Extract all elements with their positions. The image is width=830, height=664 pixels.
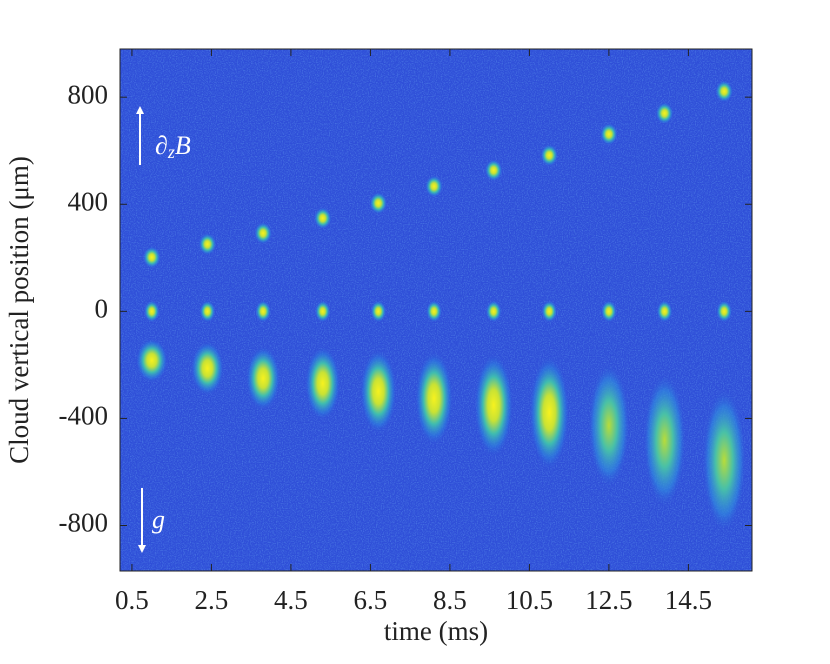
cloud [199, 300, 216, 323]
cloud [655, 102, 674, 125]
x-tick-label: 2.5 [195, 585, 229, 615]
cloud [359, 349, 397, 434]
cloud [702, 388, 747, 533]
axes-frame [119, 48, 753, 572]
annotation: ∂zB [155, 131, 191, 162]
annotation-text: ∂ [155, 131, 168, 160]
x-tick-label: 10.5 [506, 585, 553, 615]
cloud [198, 233, 217, 256]
cloud [485, 300, 502, 323]
x-axis-label: time (ms) [384, 616, 488, 646]
cloud [425, 175, 444, 198]
cloud [600, 300, 617, 323]
cloud [369, 192, 388, 215]
x-tick-label: 0.5 [115, 585, 149, 615]
cloud [529, 355, 570, 470]
x-tick-label: 14.5 [665, 585, 712, 615]
cloud [314, 300, 331, 323]
cloud [643, 373, 686, 508]
cloud [135, 338, 168, 383]
y-tick-label: 800 [68, 79, 109, 109]
cloud [540, 144, 559, 167]
cloud [541, 300, 558, 323]
cloud [484, 159, 503, 182]
plot-area [120, 49, 752, 571]
cloud [254, 222, 273, 245]
y-tick-label: 400 [68, 186, 109, 216]
cloud [245, 346, 281, 411]
cloud [143, 300, 160, 323]
x-tick-label: 6.5 [354, 585, 388, 615]
annotation-suffix: B [175, 131, 191, 160]
cloud [142, 246, 161, 269]
cloud [599, 123, 618, 146]
cloud [190, 341, 225, 396]
y-tick-label: -800 [59, 508, 109, 538]
cloud [588, 363, 630, 488]
annotation-subscript: z [167, 142, 175, 162]
cloud [656, 300, 673, 323]
x-tick-label: 12.5 [585, 585, 632, 615]
cloud [370, 300, 387, 323]
x-tick-label: 4.5 [274, 585, 308, 615]
cloud [255, 300, 272, 323]
cloud [313, 207, 332, 230]
cloud [474, 353, 514, 458]
y-tick-label: -400 [59, 401, 109, 431]
cloud [304, 346, 341, 421]
cloud [426, 300, 443, 323]
y-tick-label: 0 [95, 294, 109, 324]
cloud [715, 80, 734, 103]
cloud [716, 300, 733, 323]
y-axis-label: Cloud vertical position (μm) [4, 156, 34, 464]
cloud [415, 351, 454, 446]
annotation: g [152, 505, 165, 534]
x-tick-label: 8.5 [433, 585, 467, 615]
